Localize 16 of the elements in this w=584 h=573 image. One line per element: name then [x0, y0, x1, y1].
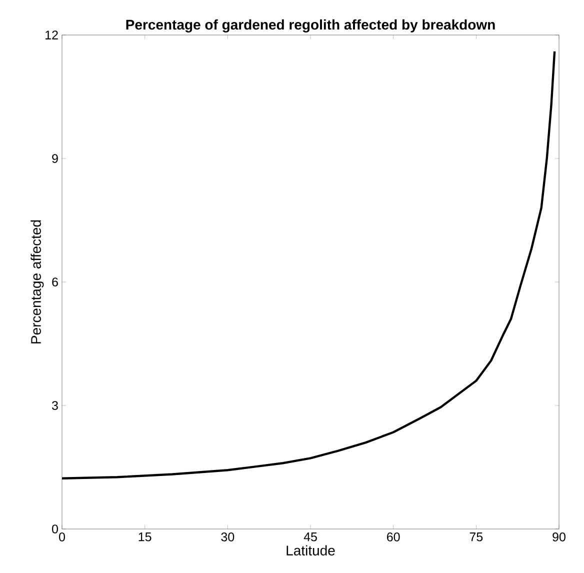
x-tick-label: 75	[470, 532, 483, 542]
x-tick-label: 90	[552, 532, 566, 542]
x-axis-title: Latitude	[286, 545, 335, 556]
y-tick-label: 9	[52, 154, 58, 163]
y-tick-label: 3	[52, 401, 58, 410]
x-tick-label: 60	[387, 532, 400, 542]
y-tick-label: 6	[52, 278, 58, 286]
y-axis-title: Percentage affected	[30, 220, 44, 344]
line-series	[62, 50, 556, 480]
x-tick-label: 45	[304, 532, 317, 542]
y-tick-label: 12	[46, 30, 58, 40]
y-tick-label: 0	[52, 524, 58, 534]
x-tick-label: 15	[138, 532, 152, 542]
x-tick-label: 0	[59, 532, 65, 542]
chart-title: Percentage of gardened regolith affected by breakdown	[126, 19, 495, 32]
x-tick-label: 30	[221, 532, 234, 542]
